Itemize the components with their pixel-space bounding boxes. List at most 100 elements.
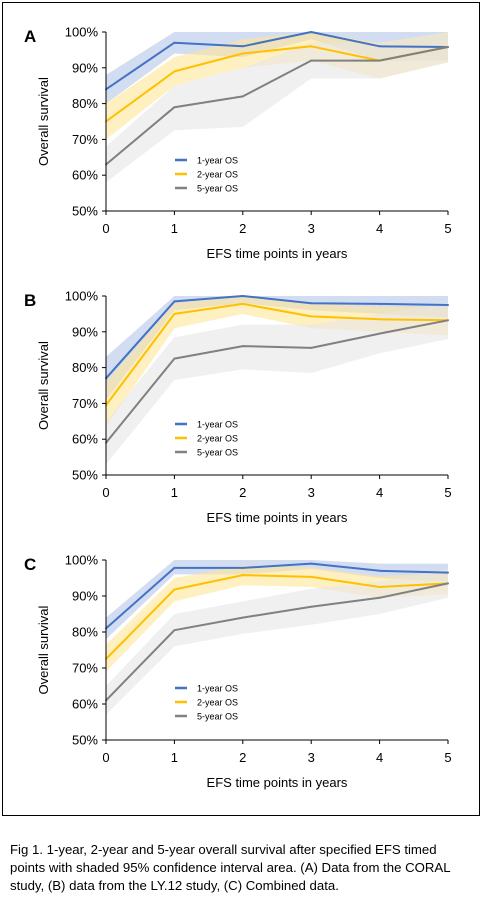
x-tick-label: 5	[444, 750, 451, 765]
y-tick-label: 100%	[65, 289, 99, 304]
data-point	[310, 562, 313, 565]
x-axis-title: EFS time points in years	[207, 246, 348, 261]
data-point	[447, 304, 449, 306]
x-axis-title: EFS time points in years	[207, 775, 348, 790]
y-axis-title: Overall survival	[36, 605, 51, 694]
y-tick-label: 90%	[72, 589, 98, 604]
series-line-1	[105, 295, 449, 379]
data-point	[378, 586, 381, 588]
data-point	[173, 300, 176, 303]
legend-label: 1-year OS	[197, 420, 238, 430]
data-point	[378, 332, 381, 335]
y-tick-label: 80%	[72, 625, 98, 640]
data-point	[173, 106, 176, 109]
survival-figure: 50% 60% 70% 80% 90% 100% 0 1 2 3 4 5 EFS time points…	[24, 25, 452, 791]
x-tick-label: 1	[171, 750, 178, 765]
y-tick-label: 60%	[72, 697, 98, 712]
data-point	[173, 70, 176, 73]
x-tick-label: 1	[171, 221, 178, 236]
panel-label: C	[24, 555, 36, 574]
x-tick-label: 4	[376, 221, 383, 236]
y-tick-label: 50%	[72, 733, 98, 748]
data-point	[241, 574, 244, 577]
x-tick-label: 5	[444, 485, 451, 500]
y-tick-label: 80%	[72, 360, 98, 375]
data-point	[310, 315, 313, 318]
x-tick-label: 2	[239, 750, 246, 765]
x-tick-label: 3	[308, 750, 315, 765]
x-tick-label: 0	[102, 750, 109, 765]
data-point	[378, 596, 381, 599]
data-point	[310, 302, 313, 305]
legend-label: 2-year OS	[197, 170, 238, 180]
y-tick-label: 90%	[72, 324, 98, 339]
legend-label: 2-year OS	[197, 434, 238, 444]
x-tick-label: 0	[102, 485, 109, 500]
figure-caption: Fig 1. 1-year, 2-year and 5-year overall…	[10, 842, 451, 893]
panel-label: A	[24, 27, 36, 46]
data-point	[241, 95, 244, 98]
y-tick-label: 70%	[72, 396, 98, 411]
x-tick-label: 1	[171, 485, 178, 500]
data-point	[378, 45, 381, 48]
x-tick-label: 3	[308, 485, 315, 500]
data-point	[173, 566, 176, 569]
ci-band-1	[106, 296, 448, 400]
y-tick-label: 50%	[72, 204, 98, 219]
data-point	[173, 588, 176, 591]
x-tick-label: 0	[102, 221, 109, 236]
series-line-3	[105, 319, 449, 444]
data-point	[378, 302, 381, 305]
y-axis-title: Overall survival	[36, 341, 51, 430]
data-point	[310, 31, 313, 33]
data-point	[447, 46, 449, 48]
legend-label: 5-year OS	[197, 448, 238, 458]
y-tick-label: 80%	[72, 96, 98, 111]
data-point	[310, 605, 313, 608]
ci-band-3	[106, 569, 448, 715]
legend-label: 5-year OS	[197, 184, 238, 194]
data-point	[173, 312, 176, 315]
data-point	[378, 59, 381, 62]
series-line-1	[105, 31, 449, 91]
data-point	[173, 357, 176, 360]
data-point	[173, 41, 176, 44]
y-tick-label: 100%	[65, 553, 99, 568]
data-point	[241, 345, 244, 348]
y-tick-label: 60%	[72, 432, 98, 447]
y-tick-label: 70%	[72, 661, 98, 676]
y-axis-title: Overall survival	[36, 77, 51, 166]
panel-label: B	[24, 291, 36, 310]
x-axis-title: EFS time points in years	[207, 510, 348, 525]
ci-band-3	[106, 32, 448, 183]
figure-frame	[2, 2, 480, 816]
data-point	[447, 582, 449, 585]
x-tick-label: 3	[308, 221, 315, 236]
data-point	[173, 629, 176, 632]
ci-band-3	[106, 303, 448, 465]
legend-label: 1-year OS	[197, 684, 238, 694]
data-point	[241, 566, 244, 569]
y-tick-label: 60%	[72, 168, 98, 183]
x-tick-label: 5	[444, 221, 451, 236]
data-point	[241, 302, 244, 305]
data-point	[310, 575, 313, 578]
data-point	[378, 569, 381, 572]
data-point	[241, 45, 244, 48]
data-point	[310, 59, 313, 62]
legend-label: 2-year OS	[197, 698, 238, 708]
x-tick-label: 2	[239, 221, 246, 236]
data-point	[310, 346, 313, 349]
data-point	[378, 318, 381, 321]
x-tick-label: 2	[239, 485, 246, 500]
data-point	[310, 45, 313, 48]
chart-panel-c: 50% 60% 70% 80% 90% 100% 0 1 2 3 4 5 EFS time points…	[24, 553, 452, 791]
data-point	[447, 571, 449, 574]
data-point	[241, 295, 244, 297]
data-point	[241, 52, 244, 55]
y-tick-label: 50%	[72, 468, 98, 483]
series-line-3	[105, 582, 449, 702]
x-tick-label: 4	[376, 750, 383, 765]
series-line-2	[105, 302, 449, 406]
series-line-1	[105, 562, 449, 630]
